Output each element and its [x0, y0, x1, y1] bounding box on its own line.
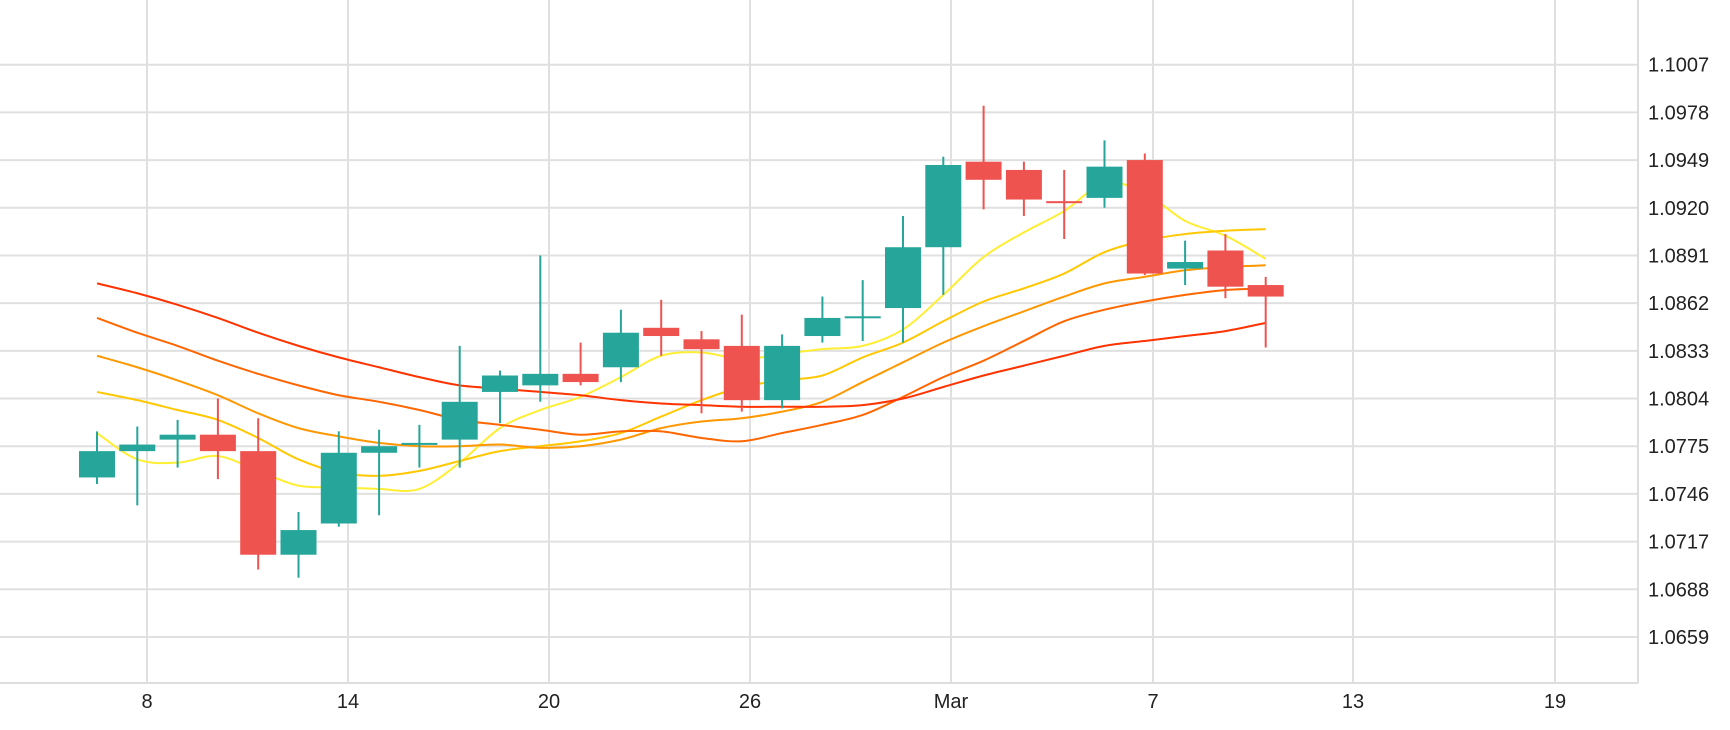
x-tick-label: 20 — [538, 691, 560, 713]
y-tick-label: 1.0891 — [1648, 245, 1709, 267]
candle-body — [643, 327, 680, 337]
candle — [320, 431, 357, 527]
candle-body — [522, 373, 559, 386]
candle — [1046, 169, 1083, 239]
moving-average-line — [96, 264, 1266, 449]
candle-body — [1167, 262, 1204, 269]
candle — [361, 429, 398, 516]
candle-body — [602, 332, 639, 368]
candle-body — [965, 161, 1002, 180]
y-tick-label: 1.0659 — [1648, 627, 1709, 649]
y-tick-label: 1.0804 — [1648, 389, 1709, 411]
candle — [885, 215, 921, 343]
candle — [1005, 161, 1042, 216]
y-tick-label: 1.0717 — [1648, 532, 1709, 554]
candle-body — [925, 165, 962, 248]
axis-layer: 1.1007 1.0978 1.0949 1.0920 1.0891 1.0862 1.08… — [0, 0, 1709, 713]
moving-average-layer — [96, 181, 1267, 492]
candle — [602, 309, 639, 383]
moving-average-line — [96, 287, 1266, 443]
candle-body — [361, 446, 398, 453]
y-tick-label: 1.0746 — [1648, 484, 1709, 506]
moving-average-line — [96, 181, 1267, 492]
candle — [482, 370, 518, 424]
candle-body — [199, 434, 236, 452]
candle-body — [119, 444, 156, 452]
candle-body — [280, 530, 317, 555]
candle-body — [159, 434, 196, 440]
candle-body — [240, 451, 277, 555]
y-tick-label: 1.0775 — [1648, 436, 1709, 458]
candle-body — [1086, 166, 1123, 198]
candle — [1247, 276, 1284, 348]
y-tick-label: 1.0949 — [1648, 150, 1709, 172]
x-tick-label: 13 — [1342, 691, 1364, 713]
candle — [280, 511, 317, 578]
candle — [764, 334, 801, 409]
candle — [1126, 153, 1163, 276]
candle-body — [683, 339, 720, 350]
moving-average-line — [96, 228, 1266, 477]
y-tick-label: 1.1007 — [1648, 55, 1709, 77]
candle — [79, 431, 115, 485]
candle — [965, 105, 1002, 210]
candle — [804, 296, 841, 343]
candle — [562, 342, 599, 386]
candle — [643, 299, 680, 356]
candle — [119, 426, 156, 506]
candle — [925, 156, 962, 295]
candle — [1207, 234, 1244, 299]
candle-body — [764, 345, 801, 401]
candle-body — [1207, 250, 1244, 287]
y-tick-label: 1.0688 — [1648, 579, 1709, 601]
candle — [240, 418, 277, 570]
x-tick-label: 26 — [739, 691, 761, 713]
candle — [1167, 240, 1204, 286]
candle-body — [401, 442, 438, 445]
x-tick-label: 7 — [1147, 691, 1158, 713]
candle — [723, 314, 760, 412]
candle — [1086, 140, 1123, 208]
candle — [441, 345, 478, 468]
x-tick-label: 8 — [141, 691, 152, 713]
candle — [522, 255, 559, 402]
candle — [401, 424, 438, 468]
candle — [199, 398, 236, 480]
x-tick-label: Mar — [934, 691, 969, 713]
candle — [159, 419, 196, 468]
candle — [844, 280, 881, 341]
candle-body — [885, 247, 921, 309]
candle-body — [79, 451, 115, 478]
candle-body — [1126, 160, 1163, 274]
candle-body — [482, 375, 518, 392]
candle-body — [723, 345, 760, 401]
candle-body — [1247, 285, 1284, 297]
candle-layer — [79, 105, 1284, 578]
x-tick-label: 14 — [337, 691, 359, 713]
y-tick-label: 1.0862 — [1648, 293, 1709, 315]
candle-body — [320, 452, 357, 524]
moving-average-line — [96, 282, 1266, 408]
candle-body — [441, 401, 478, 440]
y-tick-label: 1.0833 — [1648, 341, 1709, 363]
candle-body — [562, 373, 599, 383]
candle — [683, 331, 720, 414]
candle-body — [844, 316, 881, 319]
y-tick-label: 1.0920 — [1648, 198, 1709, 220]
candle-body — [1046, 201, 1083, 204]
candle-body — [1005, 169, 1042, 200]
x-tick-label: 19 — [1544, 691, 1566, 713]
candle-body — [804, 317, 841, 337]
y-tick-label: 1.0978 — [1648, 102, 1709, 124]
